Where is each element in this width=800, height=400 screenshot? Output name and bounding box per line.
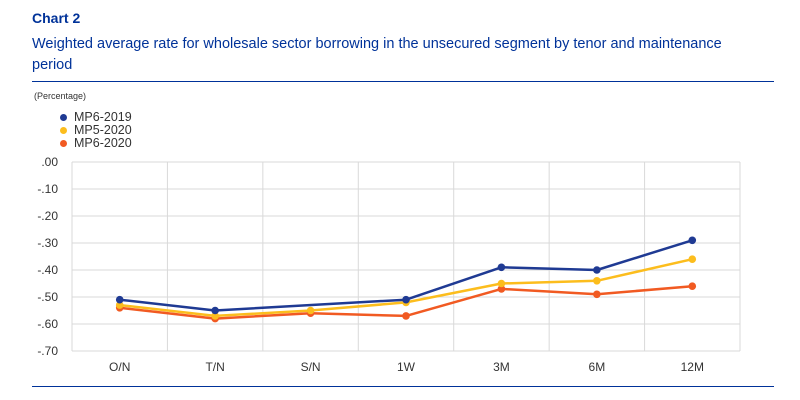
legend-marker (60, 140, 67, 147)
data-point (497, 279, 506, 288)
y-tick-label: -.50 (37, 290, 58, 304)
x-tick-label: 6M (589, 360, 606, 374)
x-tick-label: 3M (493, 360, 510, 374)
legend-item-mp6-2019: MP6-2019 (60, 111, 132, 124)
y-tick-label: -.40 (37, 263, 58, 277)
chart-title: Weighted average rate for wholesale sect… (32, 36, 722, 73)
legend-item-mp5-2020: MP5-2020 (60, 124, 132, 137)
data-point (688, 255, 697, 263)
data-point (402, 312, 410, 320)
data-point (115, 301, 124, 309)
series-line (119, 239, 693, 312)
data-point (211, 306, 219, 315)
data-point (593, 290, 601, 299)
y-tick-label: .00 (41, 155, 58, 169)
y-tick-label: -.60 (37, 317, 58, 331)
legend-marker (60, 114, 67, 121)
data-point (688, 282, 697, 291)
data-point (211, 312, 219, 320)
data-point (402, 295, 410, 304)
x-tick-label: 1W (397, 360, 416, 374)
legend-item-mp6-2020: MP6-2020 (60, 137, 132, 150)
x-tick-label: O/N (109, 360, 130, 374)
data-point (497, 285, 506, 293)
legend-label: MP5-2020 (74, 123, 132, 137)
data-point (593, 277, 601, 285)
y-tick-label: -.20 (37, 209, 58, 223)
y-tick-label: -.70 (37, 344, 58, 358)
data-point (115, 295, 124, 304)
y-tick-label: -.10 (37, 182, 58, 196)
unit-label: (Percentage) (34, 91, 87, 101)
chart-label: Chart 2 (32, 10, 81, 26)
data-point (688, 236, 697, 245)
legend-marker (60, 127, 67, 134)
y-tick-label: -.30 (37, 236, 58, 250)
top-divider (32, 81, 774, 82)
x-tick-label: S/N (301, 360, 321, 374)
legend: MP6-2019 MP5-2020 MP6-2020 (60, 111, 132, 150)
legend-label: MP6-2020 (74, 136, 132, 150)
bottom-divider (32, 386, 774, 387)
data-point (306, 306, 315, 315)
data-point (497, 263, 506, 272)
data-point (593, 266, 601, 274)
x-tick-label: T/N (205, 360, 224, 374)
x-tick-label: 12M (681, 360, 704, 374)
legend-label: MP6-2019 (74, 110, 132, 124)
